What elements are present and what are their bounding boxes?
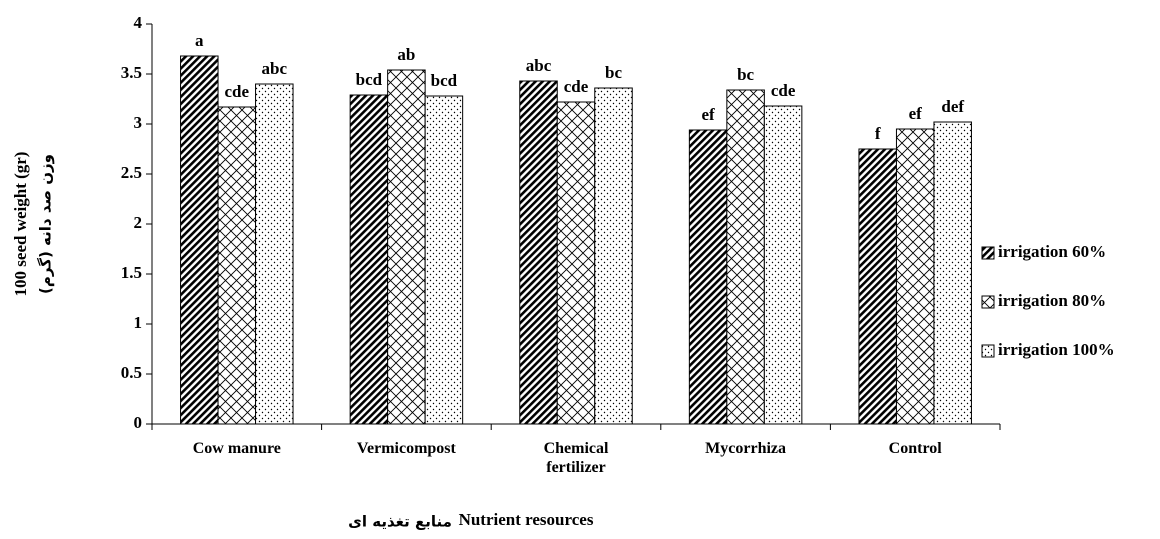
legend-label: irrigation 100% xyxy=(998,340,1115,359)
y-tick-label: 0 xyxy=(134,413,143,432)
bar xyxy=(556,101,596,425)
bar xyxy=(255,83,294,425)
bar xyxy=(519,80,558,425)
bar xyxy=(180,55,219,425)
bar xyxy=(933,121,972,425)
bar xyxy=(217,106,257,425)
x-tick-label: Chemical fertilizer xyxy=(543,440,609,476)
y-tick-label: 2 xyxy=(134,213,143,232)
x-axis-label: Nutrient resources xyxy=(459,510,594,529)
bar xyxy=(688,129,728,425)
significance-letter: bcd xyxy=(431,71,458,90)
y-tick-label: 2.5 xyxy=(121,163,142,182)
bar xyxy=(726,89,765,425)
bar xyxy=(349,94,389,425)
bar xyxy=(895,128,935,425)
bar xyxy=(424,95,464,425)
significance-letter: a xyxy=(195,31,204,50)
significance-letter: abc xyxy=(526,56,552,75)
significance-letter: cde xyxy=(771,81,796,100)
y-tick-label: 3.5 xyxy=(121,63,142,82)
legend-swatch xyxy=(981,246,995,260)
bar xyxy=(763,105,803,425)
y-tick-label: 1.5 xyxy=(121,263,142,282)
significance-letter: abc xyxy=(262,59,288,78)
y-axis-label: 100 seed weight (gr) xyxy=(11,152,30,297)
y-tick-label: 4 xyxy=(134,13,143,32)
legend-swatch xyxy=(981,295,995,309)
significance-letter: ef xyxy=(909,104,923,123)
x-tick-label: Control xyxy=(888,440,942,457)
y-tick-label: 0.5 xyxy=(121,363,142,382)
bar xyxy=(594,87,633,425)
significance-letter: bc xyxy=(605,63,622,82)
significance-letter: cde xyxy=(225,82,250,101)
x-tick-label: Vermicompost xyxy=(356,440,456,457)
x-tick-label: Cow manure xyxy=(192,440,281,457)
x-axis-label-fa: منابع تغذیه ای xyxy=(348,513,452,531)
legend-label: irrigation 80% xyxy=(998,291,1106,310)
significance-letter: def xyxy=(941,97,964,116)
x-tick-label: Mycorrhiza xyxy=(705,440,787,457)
significance-letter: cde xyxy=(564,77,589,96)
y-axis-label-fa: (وزن صد دانه (گرم xyxy=(37,154,55,294)
significance-letter: ab xyxy=(397,45,415,64)
y-tick-label: 3 xyxy=(134,113,143,132)
y-tick-label: 1 xyxy=(134,313,143,332)
bar xyxy=(387,69,426,425)
significance-letter: f xyxy=(875,124,881,143)
significance-letter: bc xyxy=(737,65,754,84)
legend-label: irrigation 60% xyxy=(998,242,1106,261)
significance-letter: ef xyxy=(701,105,715,124)
legend-swatch xyxy=(981,344,995,358)
significance-letter: bcd xyxy=(356,70,383,89)
bar xyxy=(858,148,897,425)
